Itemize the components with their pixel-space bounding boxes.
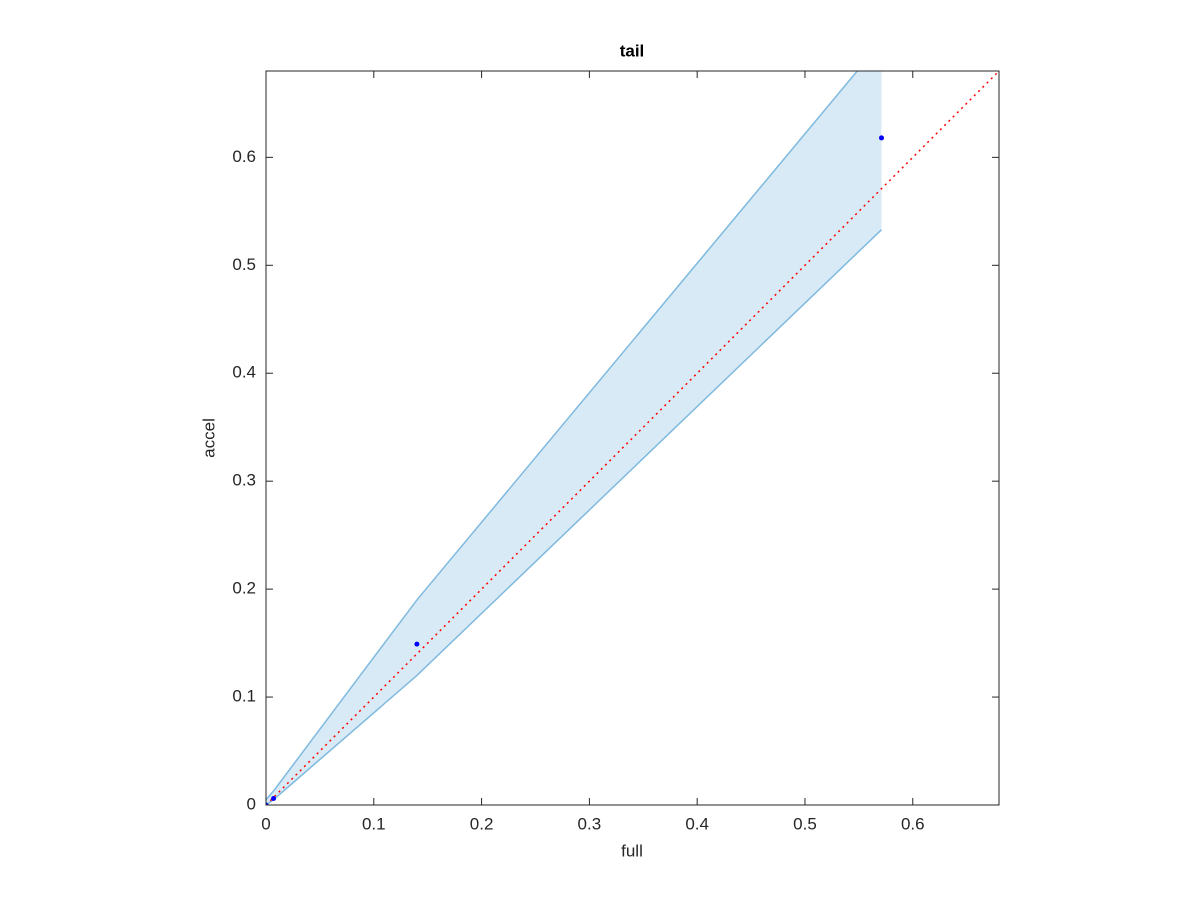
- y-tick-label: 0: [247, 794, 256, 813]
- chart-title: tail: [620, 41, 645, 60]
- x-tick-label: 0.1: [362, 814, 386, 833]
- y-tick-label: 0.2: [232, 579, 256, 598]
- data-point: [271, 796, 277, 802]
- x-tick-label: 0: [261, 814, 270, 833]
- data-point: [414, 641, 420, 647]
- reference-line: [266, 71, 999, 805]
- y-tick-label: 0.1: [232, 687, 256, 706]
- x-tick-label: 0.5: [793, 814, 817, 833]
- plot-area: [266, 71, 999, 805]
- x-tick-label: 0.6: [901, 814, 925, 833]
- data-point: [266, 802, 269, 805]
- x-tick-label: 0.4: [685, 814, 709, 833]
- band-upper: [266, 71, 859, 801]
- x-axis-label: full: [621, 841, 643, 860]
- y-tick-label: 0.6: [232, 147, 256, 166]
- band-lower: [266, 229, 883, 805]
- y-tick-label: 0.5: [232, 255, 256, 274]
- y-tick-label: 0.3: [232, 471, 256, 490]
- data-point: [879, 135, 885, 141]
- x-tick-label: 0.3: [578, 814, 602, 833]
- axes-box: [265, 70, 1000, 806]
- y-axis-label: accel: [199, 418, 218, 458]
- y-tick-label: 0.4: [232, 363, 256, 382]
- x-tick-label: 0.2: [470, 814, 494, 833]
- band-fill: [266, 71, 882, 805]
